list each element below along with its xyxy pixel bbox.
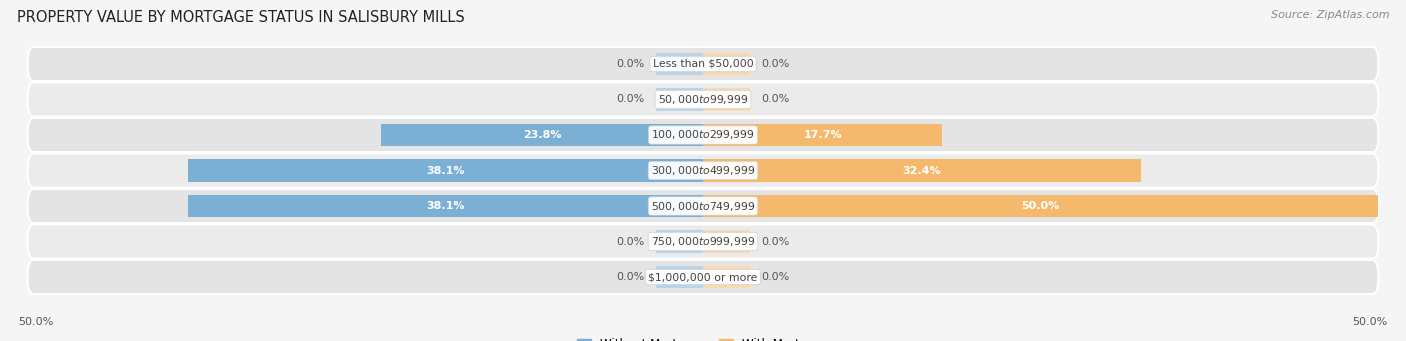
Bar (655, 89, 703, 110)
Legend: Without Mortgage, With Mortgage: Without Mortgage, With Mortgage (576, 338, 830, 341)
Bar (703, 89, 751, 110)
Bar (188, 195, 703, 217)
FancyBboxPatch shape (28, 47, 1378, 81)
Text: 0.0%: 0.0% (617, 272, 645, 282)
Bar (703, 231, 751, 252)
Text: 23.8%: 23.8% (523, 130, 561, 140)
Text: 0.0%: 0.0% (761, 59, 789, 69)
Text: 0.0%: 0.0% (617, 94, 645, 104)
FancyBboxPatch shape (28, 224, 1378, 258)
Bar (703, 195, 1378, 217)
Text: Source: ZipAtlas.com: Source: ZipAtlas.com (1271, 10, 1389, 20)
Text: $100,000 to $299,999: $100,000 to $299,999 (651, 129, 755, 142)
Text: 0.0%: 0.0% (761, 94, 789, 104)
Text: 38.1%: 38.1% (426, 201, 465, 211)
Text: 32.4%: 32.4% (903, 165, 941, 176)
Text: 0.0%: 0.0% (617, 59, 645, 69)
Bar (188, 160, 703, 181)
Text: $300,000 to $499,999: $300,000 to $499,999 (651, 164, 755, 177)
Bar (703, 266, 751, 288)
Text: $1,000,000 or more: $1,000,000 or more (648, 272, 758, 282)
Text: PROPERTY VALUE BY MORTGAGE STATUS IN SALISBURY MILLS: PROPERTY VALUE BY MORTGAGE STATUS IN SAL… (17, 10, 464, 25)
Bar (655, 231, 703, 252)
Text: 0.0%: 0.0% (617, 237, 645, 247)
Text: Less than $50,000: Less than $50,000 (652, 59, 754, 69)
Text: 50.0%: 50.0% (1353, 317, 1388, 327)
Bar (703, 53, 751, 75)
Bar (655, 266, 703, 288)
Text: 50.0%: 50.0% (1022, 201, 1060, 211)
Text: 17.7%: 17.7% (803, 130, 842, 140)
Text: 38.1%: 38.1% (426, 165, 465, 176)
FancyBboxPatch shape (28, 83, 1378, 117)
Text: 50.0%: 50.0% (18, 317, 53, 327)
Text: $50,000 to $99,999: $50,000 to $99,999 (658, 93, 748, 106)
FancyBboxPatch shape (28, 260, 1378, 294)
FancyBboxPatch shape (28, 153, 1378, 188)
Bar (655, 53, 703, 75)
Text: $750,000 to $999,999: $750,000 to $999,999 (651, 235, 755, 248)
Bar (703, 124, 942, 146)
FancyBboxPatch shape (28, 189, 1378, 223)
Text: 0.0%: 0.0% (761, 272, 789, 282)
Text: $500,000 to $749,999: $500,000 to $749,999 (651, 199, 755, 212)
Text: 0.0%: 0.0% (761, 237, 789, 247)
Bar (703, 160, 1140, 181)
Bar (381, 124, 703, 146)
FancyBboxPatch shape (28, 118, 1378, 152)
